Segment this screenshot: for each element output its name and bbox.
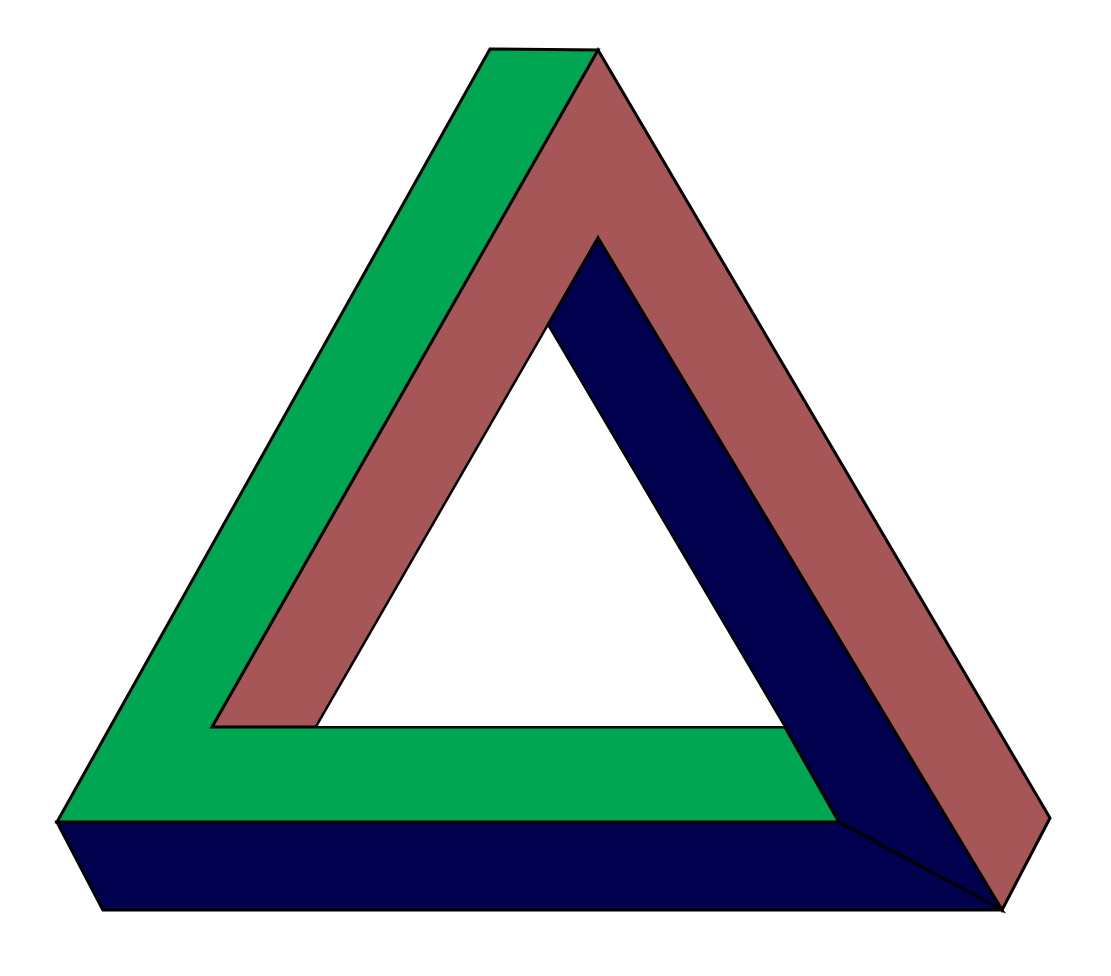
inner-hole — [314, 323, 787, 728]
navy-bottom-band — [54, 820, 1003, 912]
navy-inner-arm — [546, 235, 1007, 914]
